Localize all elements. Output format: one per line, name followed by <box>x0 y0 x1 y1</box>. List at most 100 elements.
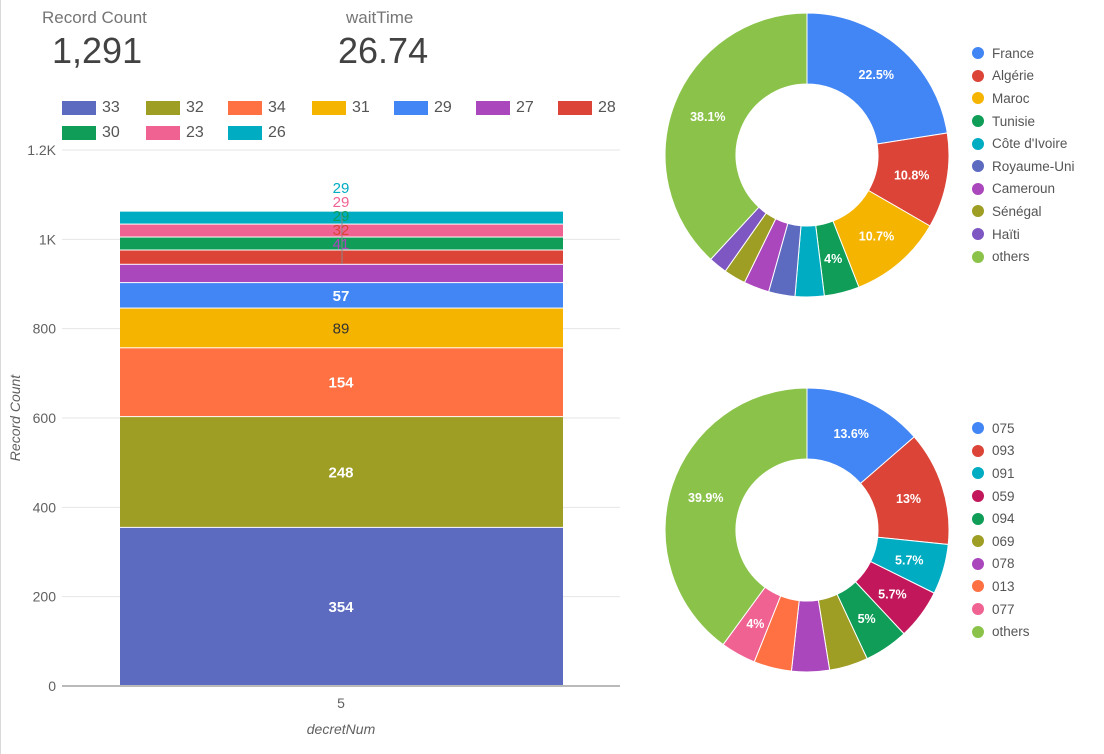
legend-item-013[interactable]: 013 <box>972 575 1030 598</box>
legend-dot <box>972 250 984 263</box>
legend-dot <box>972 467 984 480</box>
legend-label: 078 <box>992 556 1015 572</box>
legend-label: Côte d'Ivoire <box>992 136 1068 152</box>
legend-item-Maroc[interactable]: Maroc <box>972 87 1075 110</box>
page-left-border <box>0 0 1 754</box>
legend-label: Cameroun <box>992 181 1056 197</box>
legend-item-Sénégal[interactable]: Sénégal <box>972 200 1075 223</box>
legend-dot <box>972 160 984 173</box>
legend-item-33[interactable]: 33 <box>62 98 120 118</box>
legend-item-059[interactable]: 059 <box>972 485 1030 508</box>
donut-slice-label: 10.7% <box>859 230 894 244</box>
scorecard-value: 26.74 <box>338 30 429 71</box>
legend-swatch <box>146 126 180 140</box>
legend-label: Royaume-Uni <box>992 158 1075 174</box>
legend-dot <box>972 512 984 525</box>
donut-slice-label: 39.9% <box>688 491 723 505</box>
donut-slice-label: 5.7% <box>895 554 924 568</box>
bar-data-label: 41 <box>333 236 350 253</box>
y-tick-label: 0 <box>48 678 56 694</box>
legend-item-094[interactable]: 094 <box>972 507 1030 530</box>
bar-segment-33[interactable] <box>120 527 563 685</box>
legend-label: Algérie <box>992 68 1035 84</box>
y-tick-label: 800 <box>33 321 57 337</box>
legend-item-077[interactable]: 077 <box>972 598 1030 621</box>
legend-label: 091 <box>992 465 1015 481</box>
donut-slice-label: 10.8% <box>894 168 929 182</box>
legend-label: 34 <box>268 99 286 116</box>
legend-item-Algérie[interactable]: Algérie <box>972 65 1075 88</box>
legend-item-31[interactable]: 31 <box>312 98 370 118</box>
legend-item-Cameroun[interactable]: Cameroun <box>972 178 1075 201</box>
legend-swatch <box>476 101 510 115</box>
donut-slice-others[interactable] <box>664 12 808 261</box>
legend-item-23[interactable]: 23 <box>146 123 204 143</box>
legend-item-078[interactable]: 078 <box>972 553 1030 576</box>
x-axis-title: decretNum <box>307 721 376 737</box>
donut-slice-label: 13.6% <box>833 427 868 441</box>
legend-item-34[interactable]: 34 <box>228 98 286 118</box>
legend-item-075[interactable]: 075 <box>972 417 1030 440</box>
legend-item-32[interactable]: 32 <box>146 98 204 118</box>
legend-dot <box>972 92 984 105</box>
scorecard-wait-time[interactable]: waitTime 26.74 <box>338 8 428 72</box>
legend-label: 30 <box>102 124 120 141</box>
bar-data-label: 57 <box>333 288 350 305</box>
bar-data-label: 354 <box>328 599 354 616</box>
legend-swatch <box>62 126 96 140</box>
legend-item-26[interactable]: 26 <box>228 123 286 143</box>
y-tick-label: 200 <box>33 589 57 605</box>
bar-segment-31[interactable] <box>120 308 563 348</box>
donut-slice-label: 5% <box>858 612 876 626</box>
bar-segment-32[interactable] <box>120 417 563 527</box>
legend-label: 069 <box>992 533 1015 549</box>
legend-dot <box>972 115 984 128</box>
bar-data-label: 89 <box>333 320 350 337</box>
donut-slice-label: 22.5% <box>858 68 893 82</box>
legend-item-093[interactable]: 093 <box>972 440 1030 463</box>
bar-data-label: 154 <box>328 375 354 392</box>
bar-segment-29[interactable] <box>120 283 563 308</box>
legend-item-Côte d'Ivoire[interactable]: Côte d'Ivoire <box>972 132 1075 155</box>
legend-swatch <box>312 101 346 115</box>
bar-segment-27[interactable] <box>120 264 563 283</box>
legend-label: 32 <box>186 99 204 116</box>
legend-item-29[interactable]: 29 <box>394 98 452 118</box>
legend-item-others[interactable]: others <box>972 245 1075 268</box>
donut-slice-others[interactable] <box>664 387 808 646</box>
legend-label: France <box>992 45 1035 61</box>
legend-item-27[interactable]: 27 <box>476 98 534 118</box>
legend-label: others <box>992 249 1030 265</box>
legend-item-Tunisie[interactable]: Tunisie <box>972 110 1075 133</box>
legend-item-091[interactable]: 091 <box>972 462 1030 485</box>
legend-label: 093 <box>992 443 1015 459</box>
legend-item-Royaume-Uni[interactable]: Royaume-Uni <box>972 155 1075 178</box>
legend-label: Sénégal <box>992 203 1042 219</box>
legend-item-France[interactable]: France <box>972 42 1075 65</box>
scorecard-record-count[interactable]: Record Count 1,291 <box>42 8 147 72</box>
donut-chart-department[interactable]: 13.6%13%5.7%5.7%5%4%39.9% <box>655 375 955 685</box>
legend-item-28[interactable]: 28 <box>558 98 616 118</box>
legend-item-Haïti[interactable]: Haïti <box>972 223 1075 246</box>
legend-item-30[interactable]: 30 <box>62 123 120 143</box>
legend-dot <box>972 205 984 218</box>
legend-dot <box>972 580 984 593</box>
donut-chart-country[interactable]: 22.5% 10.8% 10.7% 4% 38.1% <box>655 0 955 310</box>
legend-label: 077 <box>992 601 1015 617</box>
stacked-bar-chart[interactable]: 0 200 400 600 800 1K 1.2K Record Count decretNum… <box>0 0 640 754</box>
legend-swatch <box>558 101 592 115</box>
donut-slice-label: 4% <box>746 617 764 631</box>
donut-chart-country-legend[interactable]: France Algérie Maroc Tunisie Côte d'Ivoire Ro… <box>972 42 1075 268</box>
legend-swatch <box>146 101 180 115</box>
donut-slice-France[interactable] <box>806 12 948 145</box>
legend-item-069[interactable]: 069 <box>972 530 1030 553</box>
legend-dot <box>972 182 984 195</box>
legend-item-others[interactable]: others <box>972 620 1030 643</box>
legend-dot <box>972 228 984 241</box>
y-tick-label: 1.2K <box>27 142 56 158</box>
bar-segment-34[interactable] <box>120 348 563 417</box>
legend-label: 26 <box>268 124 286 141</box>
legend-label: others <box>992 624 1030 640</box>
donut-chart-department-legend[interactable]: 075 093 091 059 094 069 078 013 077 others <box>972 417 1030 643</box>
legend-label: 27 <box>516 99 534 116</box>
